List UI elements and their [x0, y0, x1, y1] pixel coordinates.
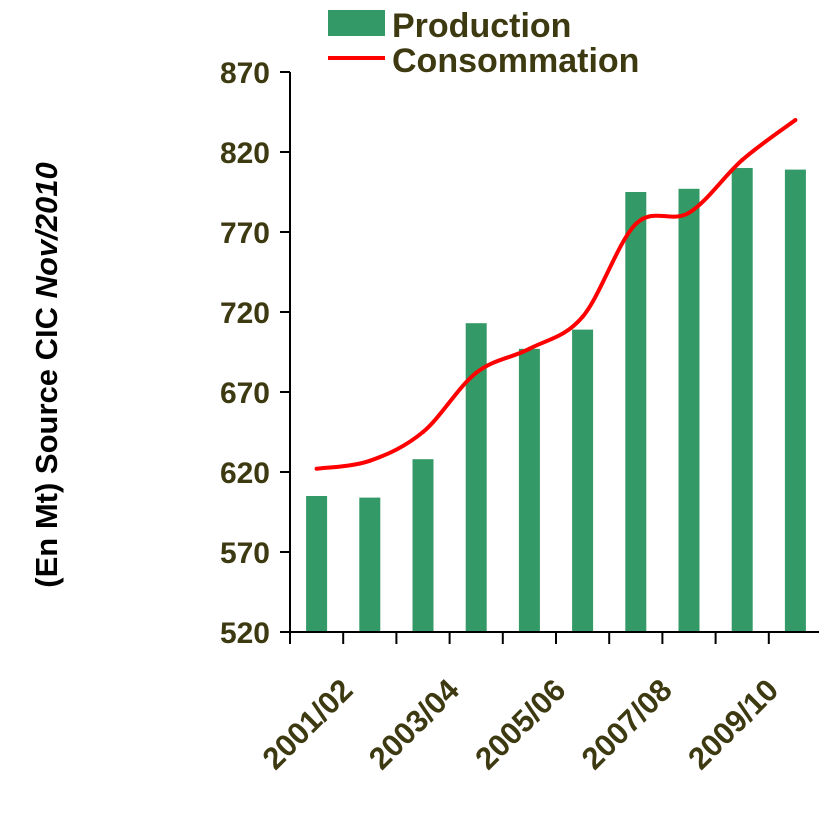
legend-production-swatch — [328, 10, 385, 36]
y-axis-title-date: Nov/2010 — [29, 162, 64, 298]
y-axis-title-source: (En Mt) Source CIC — [29, 298, 64, 587]
point-consommation-3 — [474, 370, 479, 375]
y-tick-label-5: 770 — [220, 217, 270, 250]
bar-production-9 — [784, 169, 806, 632]
y-tick-label-3: 670 — [220, 377, 270, 410]
legend-consommation-label: Consommation — [392, 42, 639, 80]
x-tick-label-4: 2009/10 — [681, 672, 785, 776]
bar-production-8 — [731, 168, 753, 632]
bar-production-2 — [412, 459, 434, 632]
point-consommation-8 — [740, 158, 745, 162]
y-tick-label-2: 620 — [220, 457, 270, 490]
y-tick-label-1: 570 — [220, 537, 270, 570]
point-consommation-1 — [367, 458, 372, 463]
y-tick-label-4: 720 — [220, 297, 270, 330]
y-tick-label-0: 520 — [220, 617, 270, 650]
y-axis-title: (En Mt) Source CIC Nov/2010 — [29, 162, 64, 587]
legend-production-label: Production — [392, 7, 571, 45]
bar-production-1 — [359, 497, 381, 632]
bar-production-5 — [572, 329, 594, 632]
point-consommation-4 — [527, 346, 532, 351]
x-tick-label-1: 2003/04 — [362, 672, 467, 777]
x-tick-label-3: 2007/08 — [575, 672, 679, 776]
point-consommation-2 — [421, 430, 425, 434]
y-tick-label-6: 820 — [220, 137, 270, 170]
point-consommation-0 — [314, 466, 319, 471]
point-consommation-9 — [793, 118, 798, 122]
bar-production-0 — [306, 496, 328, 632]
legend: Production Consommation — [328, 7, 639, 80]
line-consommation — [316, 118, 797, 471]
point-consommation-7 — [687, 210, 691, 215]
x-tick-label-0: 2001/02 — [256, 672, 360, 776]
bar-production-6 — [625, 192, 647, 632]
x-tick-label-2: 2005/06 — [468, 672, 572, 776]
bar-production-3 — [465, 323, 487, 632]
bar-production-4 — [518, 348, 540, 632]
bar-production-7 — [678, 188, 700, 633]
point-consommation-5 — [580, 314, 585, 319]
y-tick-label-7: 870 — [220, 57, 270, 90]
point-consommation-6 — [633, 222, 638, 226]
